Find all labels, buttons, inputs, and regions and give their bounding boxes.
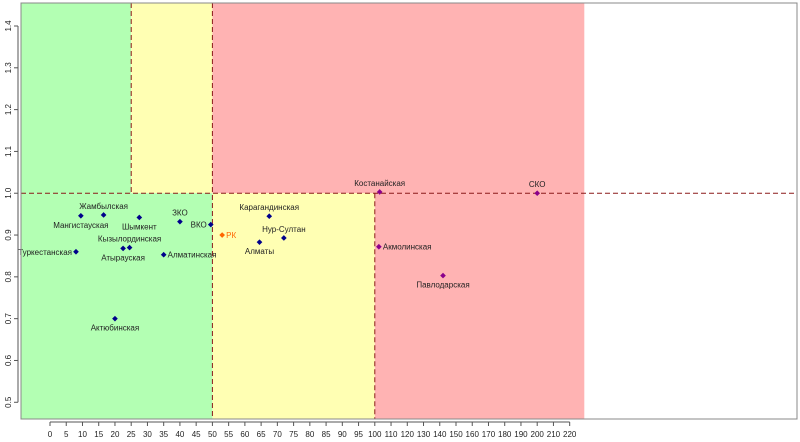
x-tick-label: 10 [78,430,87,439]
point-label: ВКО [191,221,207,230]
data-points [73,189,541,322]
point-label: Нур-Султан [262,225,306,234]
point-label: Жамбылская [79,202,128,211]
point-label: Шымкент [122,222,157,231]
point-label: Алматы [245,247,274,256]
x-tick-label: 170 [482,430,496,439]
x-tick-label: 30 [143,430,152,439]
x-tick-label: 90 [338,430,347,439]
x-tick-label: 190 [514,430,528,439]
x-tick-label: 110 [385,430,398,439]
point-marker [376,189,383,195]
x-tick-label: 120 [401,430,415,439]
y-tick-label: 1.0 [4,187,13,199]
point-label: Костанайская [354,179,405,188]
point-marker [78,212,84,219]
y-tick-label: 0.9 [4,229,13,241]
point-marker [73,248,79,255]
y-tick-label: 0.8 [4,271,13,283]
x-tick-label: 25 [127,430,136,439]
point-marker [256,239,263,245]
y-tick-label: 1.4 [4,20,13,32]
point-marker [112,315,118,322]
x-tick-label: 180 [498,430,512,439]
x-tick-label: 75 [289,430,298,439]
x-tick-label: 65 [257,430,266,439]
y-tick-label: 1.1 [4,145,13,157]
x-tick-label: 40 [175,430,184,439]
background-zones [21,3,585,419]
x-tick-label: 220 [563,430,577,439]
point-label: ЗКО [172,209,188,218]
x-tick-label: 80 [305,430,314,439]
x-axis: 0 5 10 15 20 25 30 35 40 45 50 55 60 65 70 75 80 85 90 95 10… [48,421,577,439]
point-label: Акмолинская [383,243,432,252]
zone-1 [131,3,213,194]
point-label: Актюбинская [91,324,140,333]
point-marker [177,218,183,225]
point-label: Атырауская [101,253,145,262]
plot-frame [20,2,798,420]
point-label: Павлодарская [416,281,469,290]
y-tick-label: 1.2 [4,104,13,116]
x-tick-label: 200 [531,430,545,439]
x-tick-label: 55 [224,430,233,439]
x-tick-label: 150 [449,430,463,439]
point-marker [120,245,126,252]
point-label: Туркестанская [18,248,72,257]
zone-2 [212,3,585,194]
zone-3 [21,193,213,419]
point-marker [534,190,541,197]
zone-0 [21,3,132,194]
point-marker [376,243,382,250]
x-tick-label: 85 [322,430,331,439]
x-tick-label: 140 [433,430,447,439]
x-tick-label: 130 [417,430,431,439]
y-axis: 0.5 0.6 0.7 0.8 0.9 1.0 1.1 1.2 1.3 1.4 [4,20,19,408]
point-label: Кызылординская [98,235,161,244]
point-label: СКО [529,180,546,189]
point-marker [219,232,225,238]
x-tick-label: 100 [368,430,382,439]
x-tick-label: 20 [111,430,120,439]
x-tick-label: 5 [64,430,69,439]
y-tick-label: 1.3 [4,62,13,74]
x-tick-label: 0 [48,430,53,439]
point-label: Карагандинская [239,203,299,212]
y-tick-label: 0.5 [4,396,13,408]
x-tick-label: 70 [273,430,282,439]
x-tick-label: 210 [547,430,561,439]
point-label: РК [226,231,236,240]
y-tick-label: 0.6 [4,354,13,366]
zone-4 [212,193,375,419]
x-tick-label: 15 [94,430,103,439]
x-tick-label: 95 [354,430,363,439]
zone-5 [374,193,585,419]
point-marker [136,214,143,221]
point-marker [266,213,273,220]
point-marker [100,212,107,218]
x-tick-label: 60 [240,430,249,439]
point-label: Мангистауская [53,221,108,230]
point-marker [281,235,287,241]
point-marker [440,272,446,279]
x-tick-label: 50 [208,430,217,439]
x-tick-label: 160 [466,430,480,439]
x-tick-label: 35 [159,430,168,439]
point-label: Алматинская [168,251,217,260]
point-marker [207,221,214,228]
point-marker [160,251,167,258]
y-tick-label: 0.7 [4,313,13,325]
x-tick-label: 45 [192,430,201,439]
reference-lines [21,3,797,419]
